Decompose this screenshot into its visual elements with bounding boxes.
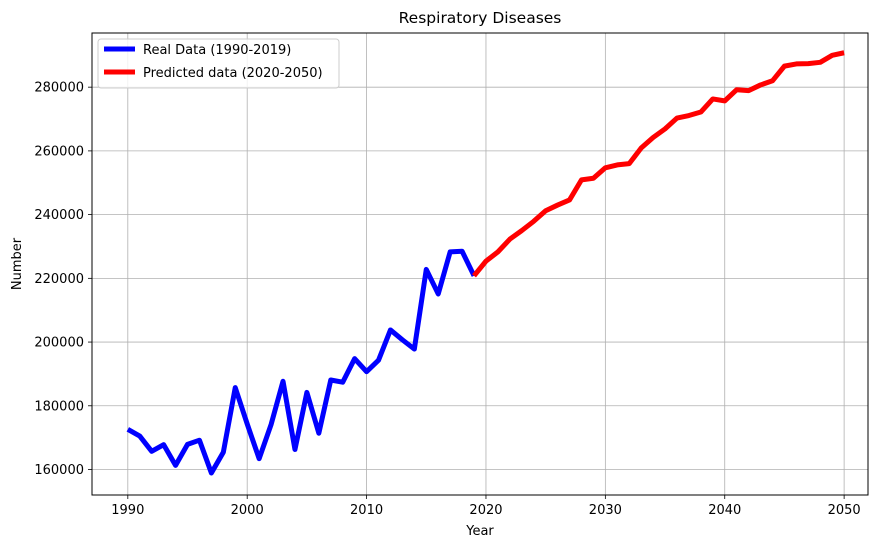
series-layer (126, 50, 845, 476)
x-axis-label: Year (465, 524, 494, 539)
y-tick-label: 280000 (34, 81, 84, 96)
series-line-real (126, 248, 477, 476)
plot-area (92, 33, 868, 495)
x-tick-label: 2050 (828, 503, 861, 518)
y-tick-label: 260000 (34, 144, 84, 159)
axis-ticks: 1990 2000 2010 2020 2030 2040 2050 160000 180000… (34, 81, 860, 518)
legend: Real Data (1990-2019) Predicted data (20… (97, 38, 340, 89)
y-tick-label: 200000 (34, 336, 84, 351)
legend-label-real: Real Data (1990-2019) (143, 43, 291, 58)
x-tick-label: 2040 (708, 503, 741, 518)
grid (92, 33, 868, 495)
y-axis-label: Number (10, 237, 25, 290)
x-tick-label: 1990 (111, 503, 144, 518)
legend-label-predicted: Predicted data (2020-2050) (143, 66, 323, 81)
y-tick-label: 180000 (34, 399, 84, 414)
plot-frame (91, 32, 869, 496)
x-tick-label: 2000 (231, 503, 264, 518)
x-tick-label: 2030 (589, 503, 622, 518)
legend-box (97, 38, 340, 89)
y-tick-label: 160000 (34, 463, 84, 478)
y-tick-label: 220000 (34, 272, 84, 287)
y-tick-label: 240000 (34, 208, 84, 223)
series-line-predicted (472, 50, 845, 278)
chart-title: Respiratory Diseases (399, 9, 562, 27)
x-tick-label: 2020 (469, 503, 502, 518)
x-tick-label: 2010 (350, 503, 383, 518)
